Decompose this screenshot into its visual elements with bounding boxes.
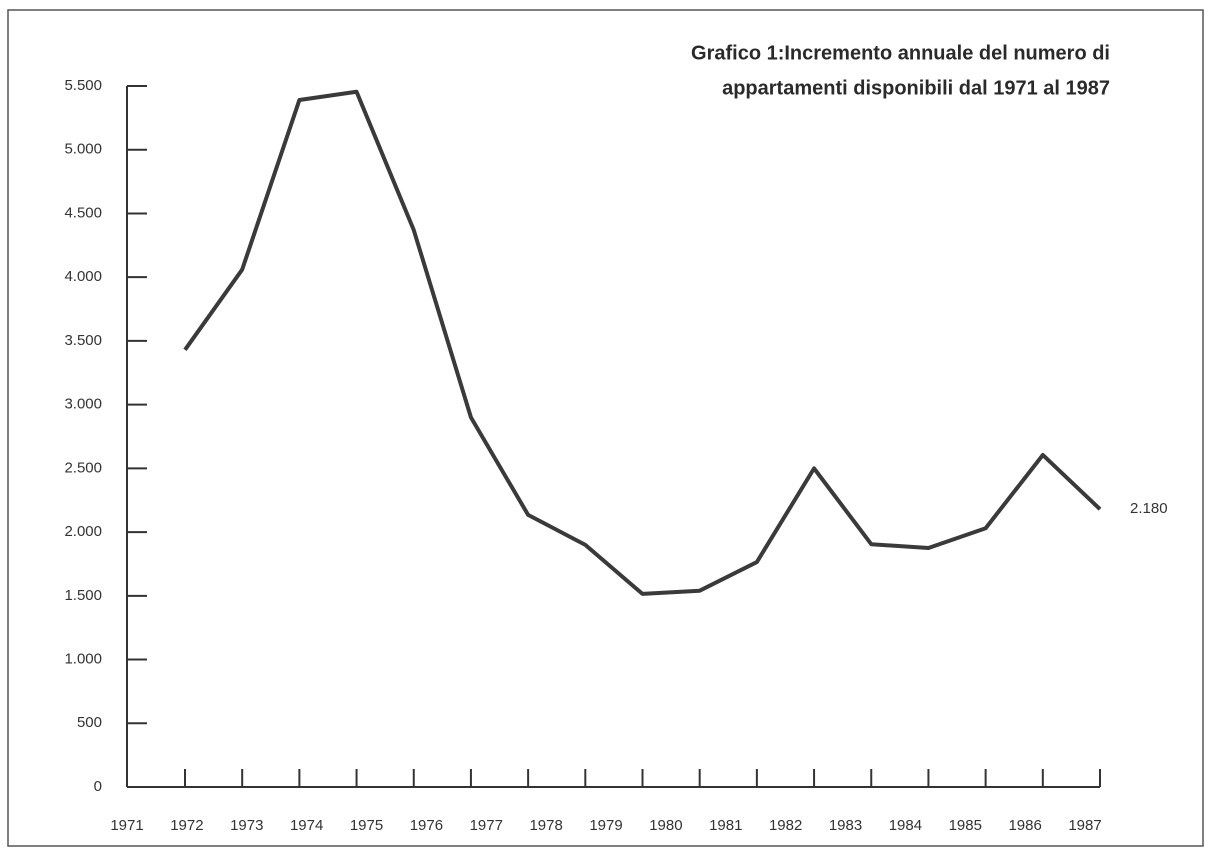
chart-title: appartamenti disponibili dal 1971 al 198… bbox=[722, 77, 1110, 99]
x-tick-label: 1987 bbox=[1068, 817, 1101, 834]
y-tick-label: 5.500 bbox=[64, 77, 102, 94]
x-tick-label: 1983 bbox=[829, 817, 862, 834]
y-tick-label: 3.500 bbox=[64, 332, 102, 349]
x-tick-label: 1977 bbox=[470, 817, 503, 834]
y-tick-label: 2.000 bbox=[64, 523, 102, 540]
line bbox=[183, 89, 1102, 596]
y-tick-label: 4.000 bbox=[64, 268, 102, 285]
frame bbox=[7, 9, 1204, 847]
y-tick-label: 3.000 bbox=[64, 396, 102, 413]
chart-title: Grafico 1:Incremento annuale del numero … bbox=[691, 42, 1110, 64]
y-tick-label: 2.500 bbox=[64, 459, 102, 476]
y-tick-label: 1.500 bbox=[64, 587, 102, 604]
data-label: 2.180 bbox=[1130, 500, 1168, 517]
x-tick-label: 1971 bbox=[110, 817, 143, 834]
y-tick-label: 0 bbox=[94, 778, 102, 795]
x-tick-label: 1982 bbox=[769, 817, 802, 834]
x-tick-label: 1981 bbox=[709, 817, 742, 834]
x-tick-label: 1986 bbox=[1008, 817, 1041, 834]
x-tick-label: 1974 bbox=[290, 817, 323, 834]
y-tick-label: 4.500 bbox=[64, 204, 102, 221]
x-tick-label: 1980 bbox=[649, 817, 682, 834]
x-tick-label: 1976 bbox=[410, 817, 443, 834]
x-tick-label: 1975 bbox=[350, 817, 383, 834]
y-tick-label: 5.000 bbox=[64, 141, 102, 158]
x-tick-label: 1985 bbox=[949, 817, 982, 834]
y-tick-label: 500 bbox=[77, 714, 102, 731]
x-tick-label: 1973 bbox=[230, 817, 263, 834]
y-tick-label: 1.000 bbox=[64, 651, 102, 668]
x-tick-label: 1984 bbox=[889, 817, 922, 834]
x-tick-label: 1979 bbox=[589, 817, 622, 834]
x-tick-label: 1978 bbox=[529, 817, 562, 834]
x-tick-label: 1972 bbox=[170, 817, 203, 834]
